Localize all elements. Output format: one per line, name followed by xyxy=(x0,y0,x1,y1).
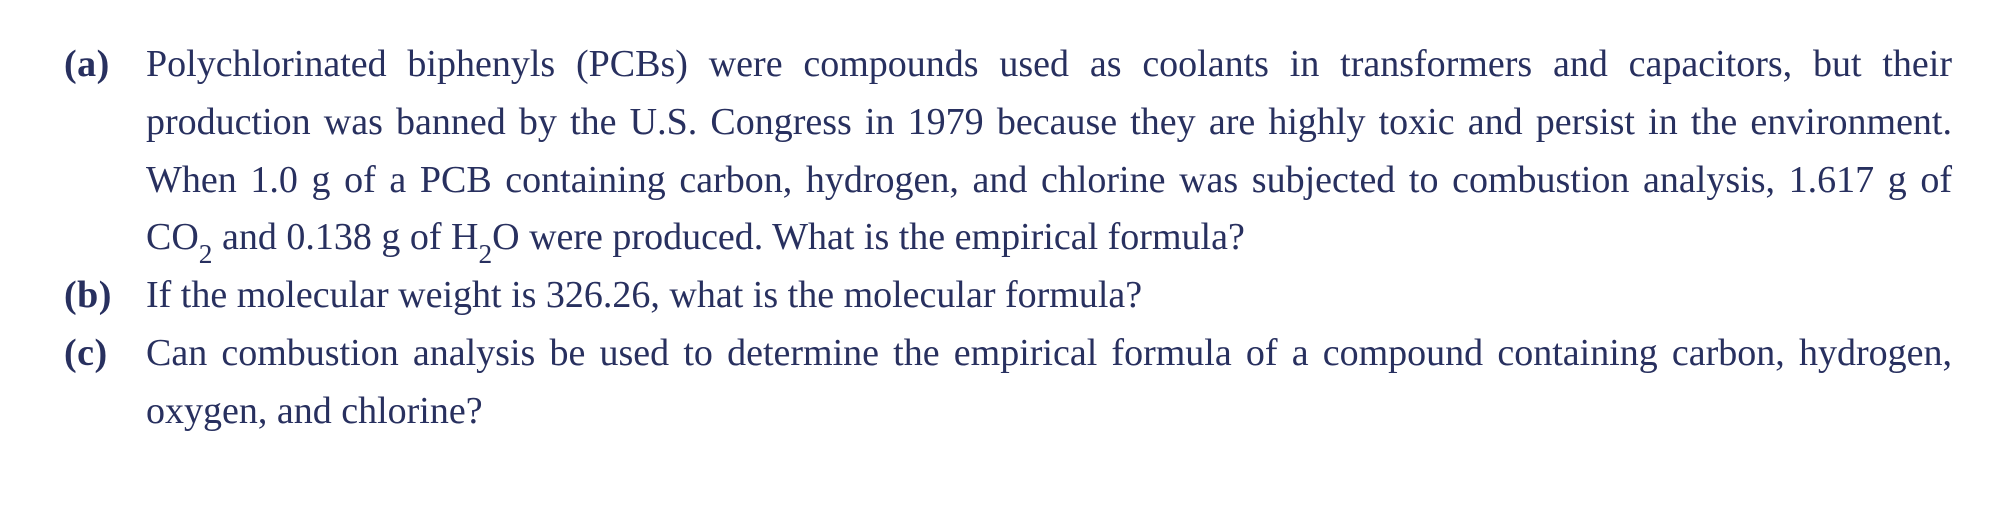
question-list: (a) Polychlorinated biphenyls (PCBs) wer… xyxy=(0,0,2000,528)
question-text-a: Polychlorinated biphenyls (PCBs) were co… xyxy=(146,36,1952,267)
question-b: (b) If the molecular weight is 326.26, w… xyxy=(64,267,1952,325)
question-label-a: (a) xyxy=(64,36,146,94)
question-label-c: (c) xyxy=(64,325,146,383)
question-text-c: Can combustion analysis be used to deter… xyxy=(146,325,1952,441)
question-label-b: (b) xyxy=(64,267,146,325)
question-c: (c) Can combustion analysis be used to d… xyxy=(64,325,1952,441)
question-text-b: If the molecular weight is 326.26, what … xyxy=(146,267,1952,325)
question-a: (a) Polychlorinated biphenyls (PCBs) wer… xyxy=(64,36,1952,267)
